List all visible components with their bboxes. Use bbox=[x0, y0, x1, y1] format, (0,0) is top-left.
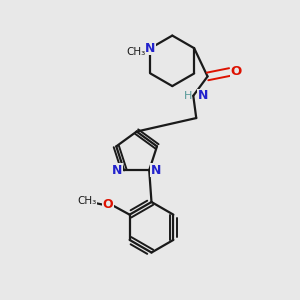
Text: O: O bbox=[231, 65, 242, 79]
Text: N: N bbox=[151, 164, 161, 177]
Text: O: O bbox=[103, 198, 113, 211]
Text: H: H bbox=[183, 91, 192, 101]
Text: N: N bbox=[112, 164, 123, 177]
Text: N: N bbox=[198, 89, 208, 102]
Text: N: N bbox=[145, 42, 156, 55]
Text: CH₃: CH₃ bbox=[77, 196, 96, 206]
Text: CH₃: CH₃ bbox=[126, 46, 145, 56]
